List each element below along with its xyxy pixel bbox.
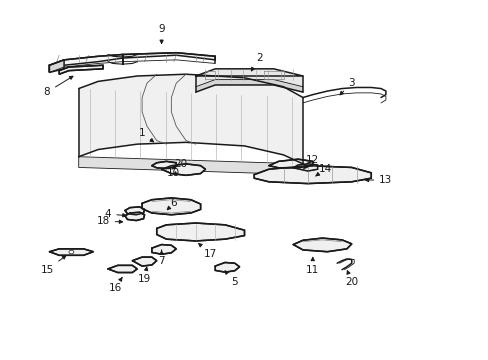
Polygon shape [293, 238, 351, 252]
Polygon shape [268, 159, 312, 168]
Text: 4: 4 [104, 209, 126, 219]
Polygon shape [293, 164, 317, 171]
Circle shape [69, 250, 74, 254]
Text: 16: 16 [108, 277, 122, 293]
Polygon shape [49, 54, 122, 65]
Polygon shape [195, 80, 303, 92]
Polygon shape [195, 69, 303, 87]
Text: 13: 13 [365, 175, 392, 185]
Text: 14: 14 [315, 164, 331, 176]
Polygon shape [122, 53, 215, 60]
Text: 11: 11 [305, 257, 319, 275]
Text: 2: 2 [251, 53, 262, 71]
Text: 8: 8 [43, 76, 73, 97]
Polygon shape [49, 249, 93, 255]
Polygon shape [161, 164, 205, 175]
Text: 15: 15 [41, 256, 66, 275]
Polygon shape [215, 262, 239, 272]
Text: 18: 18 [96, 216, 122, 226]
Text: 20: 20 [171, 159, 187, 169]
Polygon shape [254, 166, 370, 184]
Text: 7: 7 [158, 250, 164, 266]
Text: 19: 19 [138, 267, 151, 284]
Polygon shape [79, 157, 303, 175]
Polygon shape [132, 257, 157, 266]
Polygon shape [157, 223, 244, 241]
Polygon shape [79, 74, 303, 164]
Text: 17: 17 [198, 243, 217, 258]
Polygon shape [59, 65, 103, 74]
Text: 12: 12 [303, 155, 319, 168]
Text: 9: 9 [158, 24, 164, 44]
Polygon shape [152, 244, 176, 254]
Polygon shape [125, 212, 144, 221]
Polygon shape [108, 265, 137, 273]
Text: 6: 6 [167, 198, 177, 210]
Text: 5: 5 [224, 271, 238, 287]
Polygon shape [142, 198, 200, 215]
Polygon shape [49, 60, 64, 72]
Polygon shape [125, 207, 144, 215]
Text: 1: 1 [139, 129, 153, 142]
Text: 3: 3 [339, 78, 354, 95]
Polygon shape [152, 161, 176, 168]
Text: 20: 20 [345, 271, 358, 287]
Text: 10: 10 [167, 168, 180, 178]
